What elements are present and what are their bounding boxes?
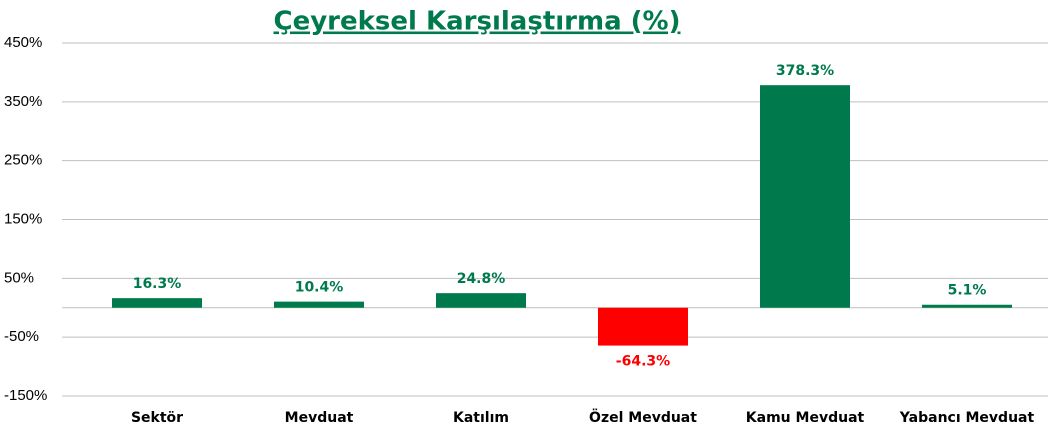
bar	[274, 301, 364, 308]
x-tick-label: Özel Mevduat	[589, 408, 697, 426]
y-tick-label: -50%	[4, 328, 39, 345]
data-label: -64.3%	[616, 354, 670, 370]
bar	[598, 307, 688, 346]
bar	[760, 85, 850, 308]
data-label: 5.1%	[948, 283, 987, 299]
y-tick-label: 250%	[4, 152, 42, 169]
bar	[436, 293, 526, 308]
y-tick-label: 50%	[4, 269, 34, 286]
x-tick-label: Kamu Mevduat	[746, 410, 865, 426]
data-label: 10.4%	[295, 280, 344, 296]
y-tick-label: 350%	[4, 93, 42, 110]
x-tick-label: Yabancı Mevduat	[899, 410, 1035, 426]
chart-title: Çeyreksel Karşılaştırma (%)	[274, 7, 681, 37]
x-tick-label: Katılım	[453, 410, 509, 426]
x-tick-label: Mevduat	[285, 410, 354, 426]
x-tick-label: Sektör	[131, 410, 183, 426]
y-tick-label: 450%	[4, 34, 42, 51]
data-label: 24.8%	[457, 271, 506, 287]
data-label: 378.3%	[776, 63, 834, 79]
bar	[112, 298, 202, 308]
y-tick-label: 150%	[4, 210, 42, 227]
bar	[922, 304, 1012, 308]
data-label: 16.3%	[133, 276, 182, 292]
y-tick-label: -150%	[4, 387, 47, 404]
